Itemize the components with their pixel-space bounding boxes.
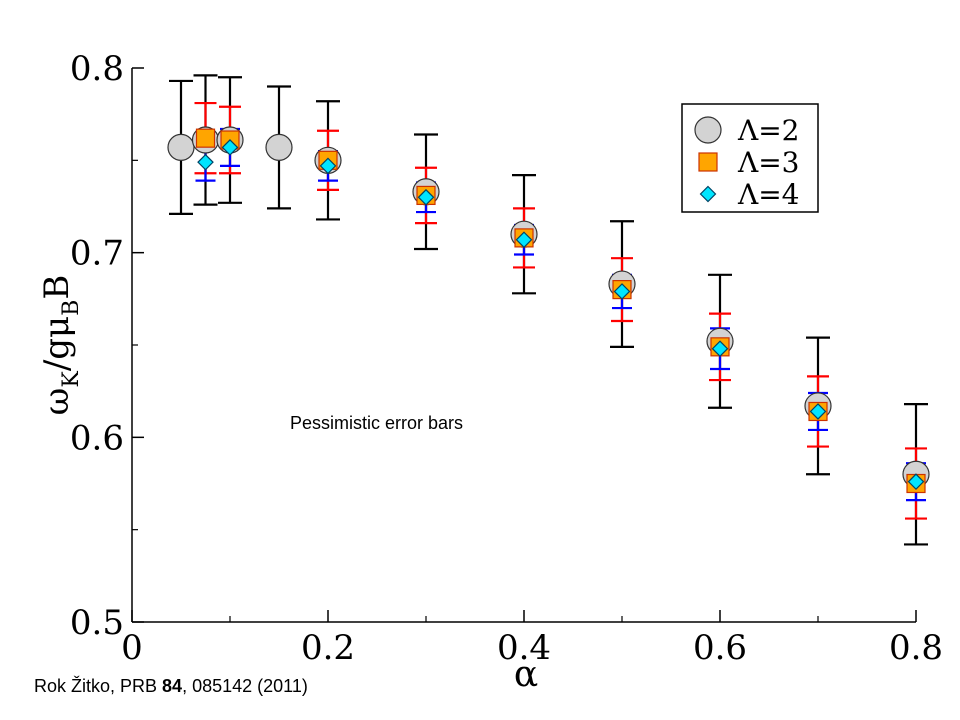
data-point-diamond xyxy=(613,283,631,300)
citation: Rok Žitko, PRB 84, 085142 (2011) xyxy=(34,676,308,696)
y-tick-label: 0.6 xyxy=(70,418,124,458)
data-layer xyxy=(167,74,930,546)
data-point-diamond xyxy=(197,153,214,171)
y-tick-label: 0.8 xyxy=(70,49,124,89)
data-point-diamond xyxy=(809,403,827,420)
x-tick-label: 0.2 xyxy=(301,628,355,668)
y-label-omega: ω xyxy=(37,388,77,416)
data-point-diamond xyxy=(221,139,239,156)
y-label-mu: μ xyxy=(37,316,77,338)
y-label-sub-b: B xyxy=(59,300,84,316)
y-tick-label: 0.7 xyxy=(70,234,124,274)
data-point-circle xyxy=(167,133,195,162)
legend: Λ=2Λ=3Λ=4 xyxy=(681,103,819,213)
data-point-diamond xyxy=(417,188,435,206)
legend-label: Λ=4 xyxy=(737,178,800,211)
data-point-diamond xyxy=(515,231,533,249)
x-tick-label: 0.6 xyxy=(693,628,747,668)
x-tick-label: 0.8 xyxy=(889,628,943,668)
legend-label: Λ=2 xyxy=(737,114,800,147)
annotation-text: Pessimistic error bars xyxy=(290,413,463,433)
y-tick-label: 0.5 xyxy=(70,603,124,643)
data-point-diamond xyxy=(907,473,925,491)
data-point-square xyxy=(195,128,216,148)
x-axis-label: α xyxy=(514,654,538,695)
citation-volume: 84 xyxy=(162,676,182,696)
axes: 0 0.2 0.4 0.6 0.8 0.5 0.6 0.7 0.8 xyxy=(70,49,943,668)
legend-marker-circle xyxy=(694,116,722,144)
y-label-b: B xyxy=(37,275,77,300)
legend-marker-diamond xyxy=(699,185,717,203)
y-label-slash-g: /g xyxy=(37,338,77,371)
citation-prefix: Rok Žitko, PRB xyxy=(34,676,162,696)
legend-label: Λ=3 xyxy=(737,146,800,179)
y-label-sub-k: K xyxy=(59,371,84,388)
data-point-circle xyxy=(265,133,293,162)
data-point-diamond xyxy=(711,340,729,358)
y-axis-label: ωK/gμBB xyxy=(37,275,84,416)
x-tick-label: 0 xyxy=(121,628,143,668)
data-point-diamond xyxy=(319,157,337,175)
legend-marker-square xyxy=(698,152,718,172)
x-tick-label: 0.4 xyxy=(497,628,551,668)
series-diamond xyxy=(197,139,925,491)
svg-text:ωK/gμBB: ωK/gμBB xyxy=(37,275,84,416)
citation-suffix: , 085142 (2011) xyxy=(182,676,308,696)
